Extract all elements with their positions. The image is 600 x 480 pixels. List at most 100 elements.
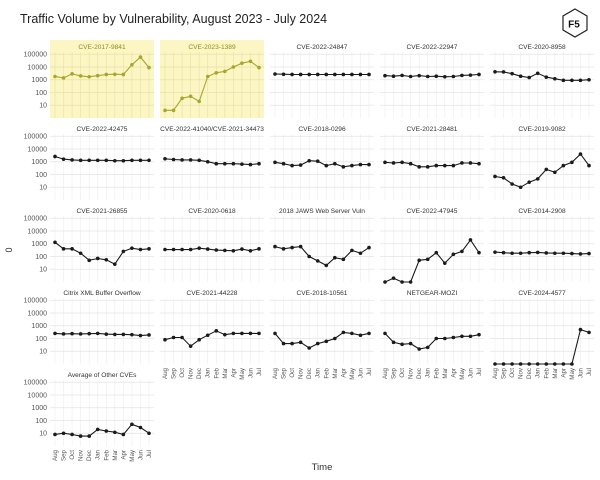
x-tick-label: Dec bbox=[196, 368, 203, 379]
data-point bbox=[400, 342, 404, 347]
data-point bbox=[121, 332, 126, 337]
data-point bbox=[53, 154, 57, 159]
data-point bbox=[391, 276, 396, 280]
panel-title: 2018 JAWS Web Server Vuln bbox=[279, 208, 365, 215]
panel-title: CVE-2022-42475 bbox=[77, 126, 128, 133]
data-point bbox=[527, 180, 531, 184]
data-point bbox=[408, 341, 413, 346]
y-tick-label: 10 bbox=[39, 431, 47, 438]
data-point bbox=[477, 332, 481, 337]
data-point bbox=[535, 362, 540, 366]
data-point bbox=[290, 341, 294, 346]
data-point bbox=[214, 161, 219, 166]
data-point bbox=[197, 337, 201, 342]
data-point bbox=[104, 158, 109, 163]
data-point bbox=[281, 161, 286, 166]
x-tick-label: Jan bbox=[315, 367, 322, 378]
data-point bbox=[350, 72, 354, 77]
data-point bbox=[350, 163, 354, 168]
data-point bbox=[273, 72, 277, 76]
data-point bbox=[570, 78, 574, 83]
panel-title: CVE-2021-26855 bbox=[77, 208, 128, 215]
data-point bbox=[147, 431, 151, 436]
y-tick-label: 1000 bbox=[31, 241, 47, 248]
data-point bbox=[460, 334, 464, 339]
y-tick-label: 100 bbox=[35, 90, 47, 97]
data-point bbox=[180, 247, 184, 252]
panel-title: CVE-2021-28481 bbox=[407, 126, 458, 133]
x-tick-label: May bbox=[129, 449, 136, 462]
x-tick-label: Mar bbox=[442, 368, 449, 379]
x-tick-label: Oct bbox=[509, 368, 516, 378]
y-tick-label: 10000 bbox=[28, 310, 48, 317]
data-point bbox=[350, 331, 354, 336]
data-point bbox=[231, 331, 236, 336]
x-tick-label: Nov bbox=[78, 449, 85, 461]
data-point bbox=[121, 432, 126, 437]
x-tick-label: Jul bbox=[256, 368, 263, 376]
series-line bbox=[495, 328, 590, 365]
data-point bbox=[87, 331, 91, 336]
data-point bbox=[61, 332, 66, 336]
data-point bbox=[307, 158, 311, 163]
data-point bbox=[510, 251, 514, 256]
panel-title: CVE-2018-0296 bbox=[298, 126, 346, 133]
data-point bbox=[493, 174, 497, 179]
data-point bbox=[70, 432, 74, 437]
series-line bbox=[54, 332, 150, 337]
data-point bbox=[527, 250, 531, 255]
data-point bbox=[147, 65, 151, 70]
data-point bbox=[231, 65, 236, 69]
data-point bbox=[425, 345, 430, 350]
data-point bbox=[147, 158, 151, 163]
panel-title: CVE-2017-9841 bbox=[78, 44, 126, 51]
series-line bbox=[274, 331, 370, 349]
data-point bbox=[130, 158, 134, 163]
data-point bbox=[527, 362, 531, 366]
x-tick-label: Apr bbox=[230, 368, 237, 378]
x-tick-label: May bbox=[349, 367, 356, 380]
data-point bbox=[501, 176, 506, 180]
data-point bbox=[298, 72, 303, 77]
y-tick-label: 10000 bbox=[28, 64, 48, 71]
highlight-panel bbox=[50, 40, 154, 118]
data-point bbox=[587, 77, 591, 82]
data-point bbox=[400, 73, 404, 78]
data-point bbox=[307, 346, 311, 350]
x-tick-label: Apr bbox=[560, 368, 567, 378]
data-point bbox=[78, 332, 83, 336]
data-point bbox=[273, 244, 277, 249]
x-tick-label: Jul bbox=[586, 368, 593, 376]
data-point bbox=[527, 75, 531, 80]
data-point bbox=[315, 159, 320, 164]
data-point bbox=[298, 340, 303, 345]
data-point bbox=[95, 158, 100, 163]
data-point bbox=[518, 251, 523, 256]
data-point bbox=[391, 161, 396, 165]
data-point bbox=[70, 331, 74, 336]
data-point bbox=[147, 247, 151, 251]
data-point bbox=[587, 163, 591, 168]
data-point bbox=[333, 336, 337, 341]
series-line bbox=[384, 333, 480, 350]
data-point bbox=[281, 341, 286, 346]
x-tick-label: Jun bbox=[577, 367, 584, 378]
y-tick-label: 10000 bbox=[28, 228, 48, 235]
data-point bbox=[434, 336, 439, 341]
y-tick-label: 10000 bbox=[28, 146, 48, 153]
x-tick-label: Aug bbox=[382, 367, 389, 379]
data-point bbox=[138, 333, 143, 338]
data-point bbox=[350, 248, 354, 253]
series-line bbox=[384, 161, 480, 168]
panel-title: CVE-2018-10561 bbox=[297, 290, 348, 297]
x-tick-label: Mar bbox=[222, 368, 229, 379]
data-point bbox=[315, 72, 320, 77]
data-point bbox=[104, 258, 109, 262]
data-point bbox=[333, 161, 337, 166]
data-point bbox=[248, 162, 253, 167]
data-point bbox=[451, 163, 456, 168]
data-point bbox=[113, 332, 117, 337]
y-tick-label: 100 bbox=[35, 418, 47, 425]
data-point bbox=[307, 254, 311, 259]
data-point bbox=[61, 247, 66, 251]
